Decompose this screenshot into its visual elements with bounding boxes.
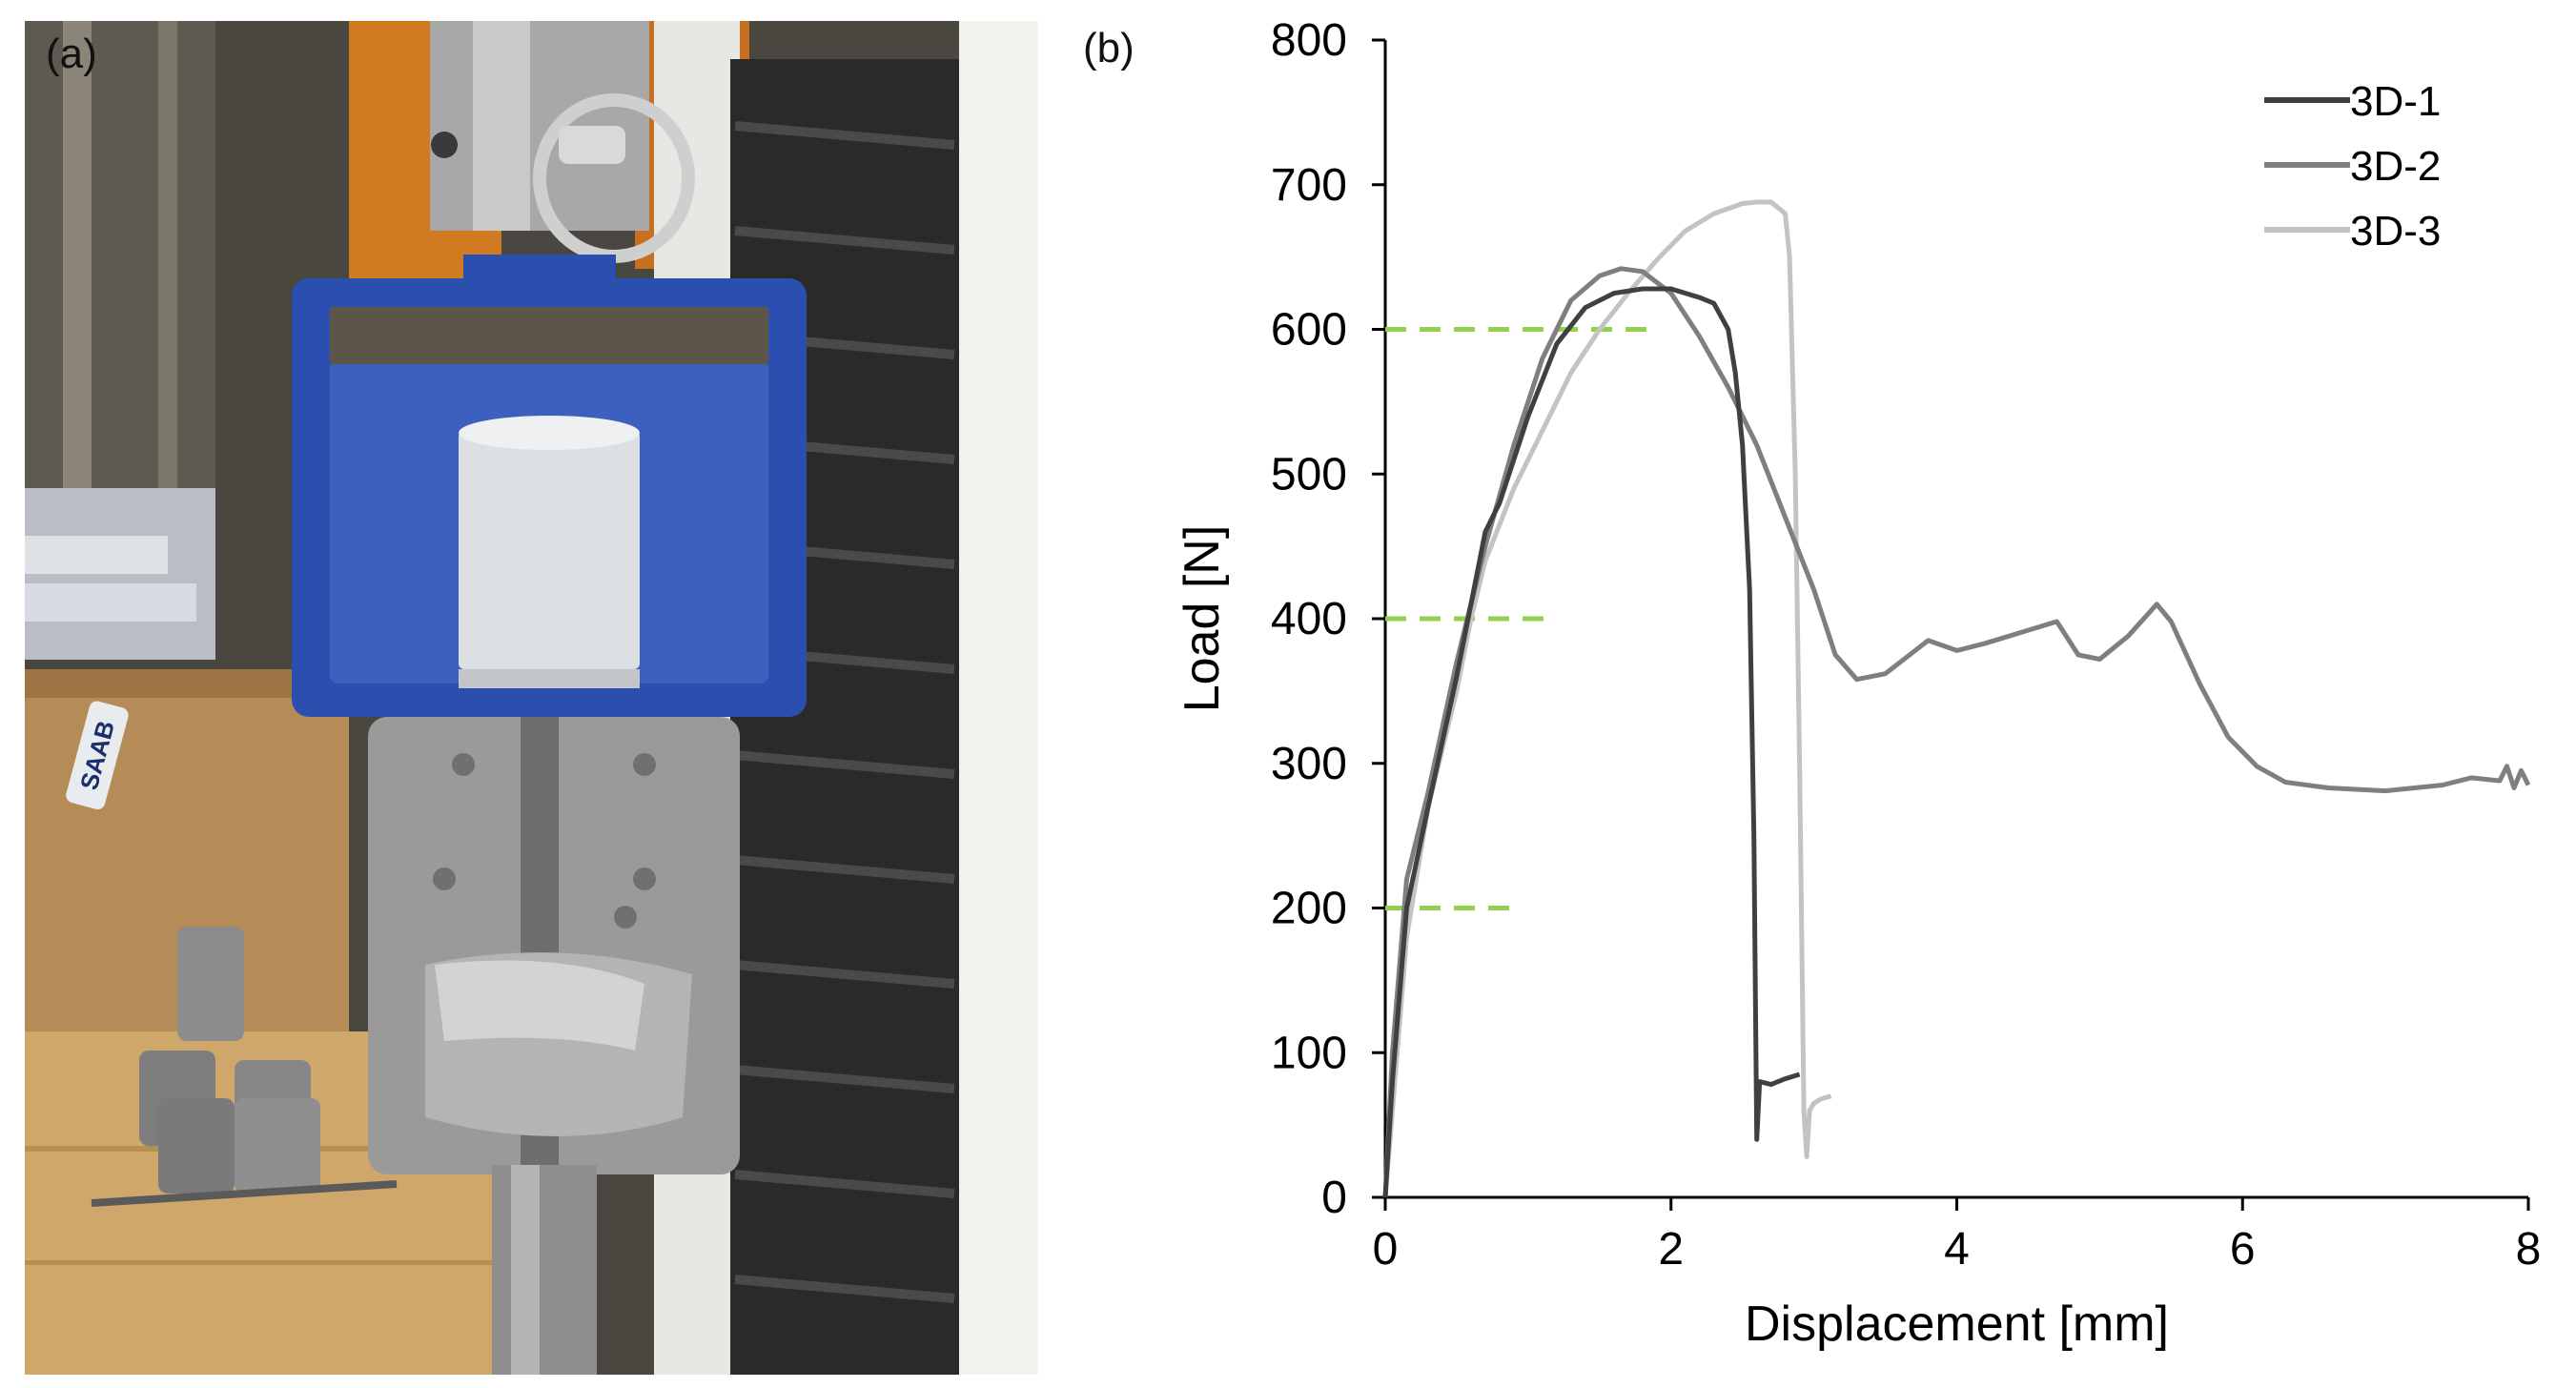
saab-sticker (66, 701, 129, 810)
metal-cylinder (177, 927, 244, 1041)
load-displacement-chart: (b) 0 100 200 300 400 500 600 700 800 0 2 4 6 8 Displa… (1049, 0, 2576, 1383)
legend-label-3D-2: 3D-2 (2350, 143, 2441, 190)
x-tick-label: 2 (1658, 1224, 1684, 1275)
x-axis-label: Displacement [mm] (1745, 1296, 2169, 1352)
series-line-3D-3 (1382, 199, 1832, 1198)
pin-head (559, 126, 625, 164)
lab-pole-2 (158, 21, 177, 498)
chart-canvas: 0 100 200 300 400 500 600 700 800 0 2 4 6 8 Displaceme… (1175, 15, 2542, 1352)
y-tick-label: 100 (1271, 1028, 1347, 1078)
machine-frame (959, 21, 1038, 1375)
specimen-cylinder (459, 431, 640, 669)
lower-rod-highlight (511, 1165, 540, 1375)
lab-pole (63, 21, 92, 498)
specimen-base (459, 669, 640, 688)
panel-a-label: (a) (46, 31, 97, 77)
x-tick-label: 0 (1373, 1224, 1399, 1275)
y-tick-label: 400 (1271, 594, 1347, 644)
wood-grain-2 (25, 1260, 521, 1265)
grip-screw (452, 753, 475, 776)
legend-label-3D-3: 3D-3 (2350, 208, 2441, 255)
lower-rod (492, 1165, 597, 1375)
equipment-label-2 (25, 583, 196, 622)
metal-cylinder-4 (235, 1098, 320, 1194)
fixture-top-tab (463, 255, 616, 283)
equipment-label (25, 536, 168, 574)
y-tick-label: 200 (1271, 884, 1347, 934)
upper-rod-highlight (473, 21, 530, 231)
specimen-top (459, 416, 640, 450)
legend-label-3D-1: 3D-1 (2350, 78, 2441, 125)
y-tick-label: 700 (1271, 160, 1347, 211)
grip-jaw-highlight (435, 960, 644, 1051)
test-rig-photo: SAAB (25, 21, 1038, 1375)
series-line-3D-2 (1382, 266, 2531, 1198)
x-tick-label: 6 (2230, 1224, 2256, 1275)
y-tick-label: 600 (1271, 305, 1347, 356)
grip-screw-2 (633, 753, 656, 776)
panel-b-label: (b) (1083, 25, 1135, 71)
metal-cylinder-5 (158, 1098, 235, 1194)
blue-fixture-window (330, 307, 768, 364)
y-axis-label: Load [N] (1175, 525, 1230, 713)
y-tick-label: 0 (1321, 1173, 1347, 1223)
lab-shelving (25, 21, 215, 498)
grip-screw-5 (614, 906, 637, 929)
series-line-3D-1 (1382, 286, 1801, 1198)
x-tick-label: 8 (2516, 1224, 2542, 1275)
test-rig-photo-drawing: SAAB (25, 21, 1038, 1375)
x-tick-label: 4 (1944, 1224, 1970, 1275)
grip-screw-3 (433, 868, 456, 890)
y-tick-label: 300 (1271, 739, 1347, 789)
grip-screw-4 (633, 868, 656, 890)
screwdriver (91, 1180, 398, 1207)
y-tick-label: 800 (1271, 15, 1347, 66)
pin-hole (431, 132, 458, 158)
y-tick-label: 500 (1271, 449, 1347, 500)
